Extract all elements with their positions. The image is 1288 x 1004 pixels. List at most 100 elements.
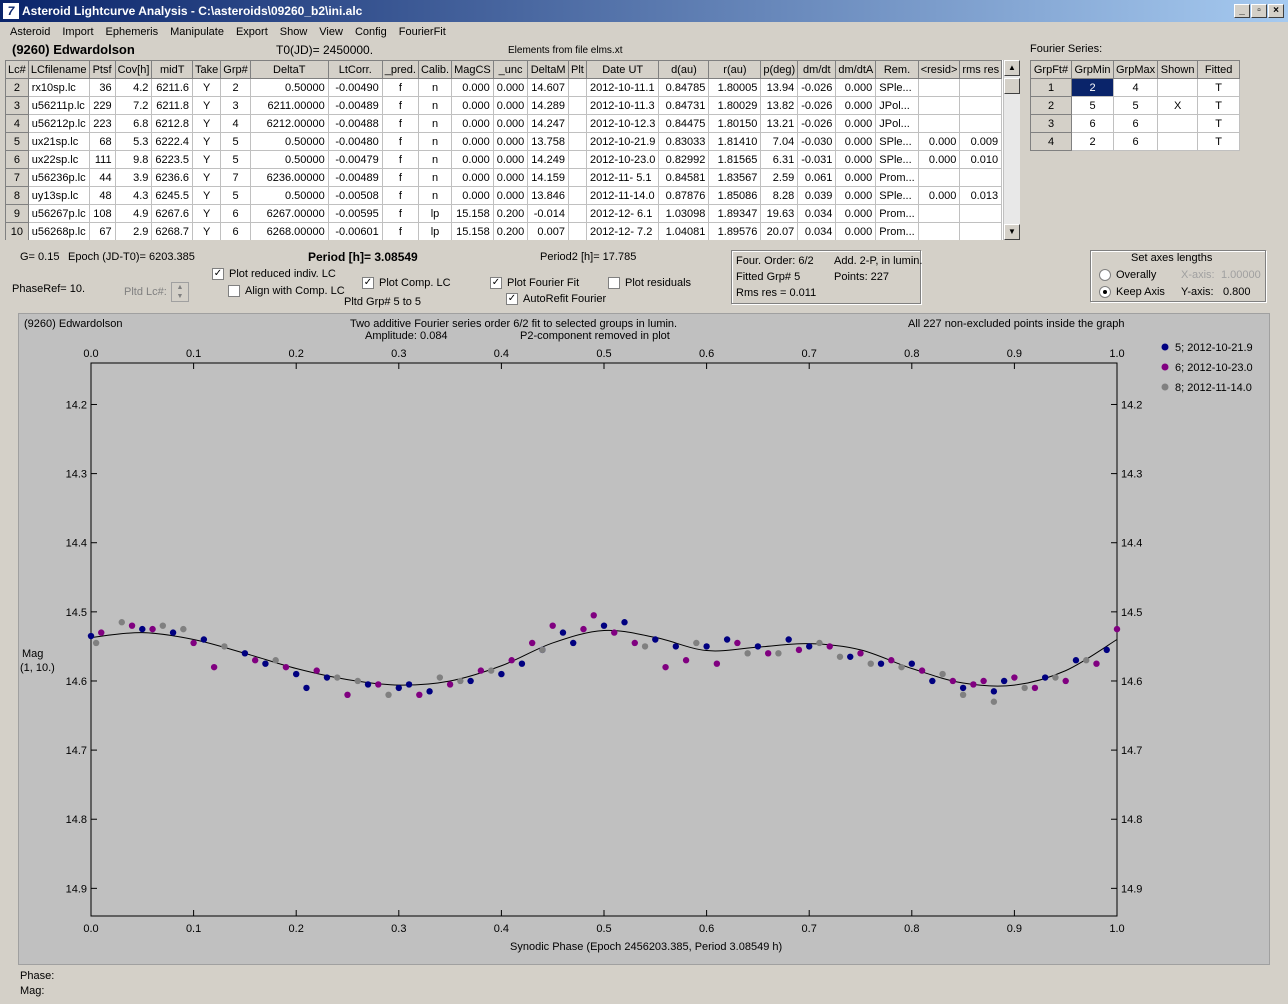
data-point[interactable]	[580, 625, 587, 633]
lc-cell[interactable]: 0.000	[835, 78, 877, 97]
data-point[interactable]	[508, 657, 515, 664]
lc-cell[interactable]: f	[381, 78, 419, 97]
lc-cell[interactable]: 0.000	[492, 150, 529, 169]
menu-ephemeris[interactable]: Ephemeris	[105, 26, 159, 38]
lc-cell[interactable]: f	[381, 204, 419, 223]
lc-cell[interactable]: -0.026	[797, 78, 837, 97]
lc-cell[interactable]: SPle...	[875, 78, 919, 97]
data-point[interactable]	[621, 619, 628, 626]
lc-cell[interactable]: 2012-10-23.0	[585, 150, 660, 169]
lc-cell[interactable]: 0.010	[959, 150, 1003, 169]
lc-col-header[interactable]: p(deg)	[760, 60, 799, 79]
data-point[interactable]	[416, 691, 423, 698]
lc-cell[interactable]	[959, 168, 1003, 187]
lc-cell[interactable]: 9.8	[114, 150, 153, 169]
lc-cell[interactable]: 13.94	[760, 78, 799, 97]
data-point[interactable]	[918, 667, 926, 674]
scroll-down-button[interactable]: ▼	[1004, 224, 1020, 240]
lc-cell[interactable]: SPle...	[875, 132, 919, 151]
data-point[interactable]	[908, 660, 915, 667]
pltd-lc-spinner[interactable]: ▲ ▼	[171, 282, 189, 302]
lc-cell[interactable]: 14.289	[527, 96, 569, 115]
scroll-thumb[interactable]	[1004, 78, 1020, 94]
lc-table-row[interactable]: 10 u56268p.lc 67 2.9 6268.7 Y 6 6268.00000 -0.00…	[5, 222, 1003, 240]
data-point[interactable]	[713, 660, 721, 667]
lc-cell[interactable]: 0.039	[797, 186, 837, 205]
data-point[interactable]	[190, 639, 197, 647]
fourier-cell[interactable]: 3	[1030, 114, 1072, 133]
lc-cell[interactable]: 0.000	[451, 168, 494, 187]
data-point[interactable]	[703, 643, 710, 650]
data-point[interactable]	[169, 629, 177, 636]
scroll-up-button[interactable]: ▲	[1004, 60, 1020, 76]
lc-cell[interactable]: 6268.00000	[249, 222, 329, 240]
data-point[interactable]	[939, 670, 946, 678]
data-point[interactable]	[836, 653, 844, 660]
lc-cell[interactable]: 0.000	[451, 132, 494, 151]
lc-cell[interactable]: 4.3	[114, 186, 153, 205]
lc-table-row[interactable]: 9 u56267p.lc 108 4.9 6267.6 Y 6 6267.00000 -0.00…	[5, 204, 1003, 223]
lc-col-header[interactable]: Date UT	[585, 60, 660, 79]
lc-cell[interactable]: 0.000	[835, 96, 877, 115]
lc-cell[interactable]: -0.00479	[327, 150, 383, 169]
lc-cell[interactable]: 0.50000	[249, 132, 329, 151]
fourier-cell[interactable]: 4	[1112, 78, 1159, 97]
lc-cell[interactable]: n	[417, 132, 453, 151]
lc-cell[interactable]: 2	[5, 78, 29, 97]
data-point[interactable]	[682, 657, 690, 664]
lightcurve-chart[interactable]: 0.0 0.0 0.1 0.1 0.2 0.2 0.3 0.3 0.4 0.4 0.5 0.5 0.6 0…	[19, 314, 1269, 964]
menu-view[interactable]: View	[319, 26, 343, 38]
lc-cell[interactable]: 6222.4	[151, 132, 194, 151]
lc-col-header[interactable]: Cov[h]	[114, 60, 153, 79]
lc-cell[interactable]: 19.63	[760, 204, 799, 223]
lc-cell[interactable]	[917, 114, 961, 133]
lc-cell[interactable]: 2	[220, 78, 251, 97]
lc-cell[interactable]	[567, 168, 587, 187]
data-point[interactable]	[672, 643, 680, 650]
lc-cell[interactable]: 0.034	[797, 222, 837, 240]
close-button[interactable]: ×	[1268, 4, 1284, 18]
data-point[interactable]	[1062, 677, 1069, 685]
lc-cell[interactable]: 2012-12- 6.1	[585, 204, 660, 223]
lc-cell[interactable]	[959, 204, 1003, 223]
lc-cell[interactable]: -0.00480	[327, 132, 383, 151]
data-point[interactable]	[210, 663, 218, 671]
lc-cell[interactable]: 6212.8	[151, 114, 194, 133]
lc-cell[interactable]: lp	[417, 204, 453, 223]
menu-export[interactable]: Export	[235, 26, 268, 38]
data-point[interactable]	[816, 639, 823, 647]
lc-cell[interactable]: 6.8	[114, 114, 153, 133]
lc-col-header[interactable]: r(au)	[708, 60, 762, 79]
data-point[interactable]	[303, 684, 310, 692]
checkbox-check-icon[interactable]: ✓	[362, 277, 374, 290]
lc-cell[interactable]: f	[381, 114, 419, 133]
lc-cell[interactable]: 5.3	[114, 132, 153, 151]
data-point[interactable]	[857, 650, 864, 657]
data-point[interactable]	[570, 639, 577, 647]
lc-table-row[interactable]: 5 ux21sp.lc 68 5.3 6222.4 Y 5 0.50000 -0.00480 f n…	[5, 132, 1003, 151]
radio-off-icon[interactable]	[1099, 269, 1111, 282]
lc-cell[interactable]: 0.000	[492, 114, 529, 133]
lc-cell[interactable]: 0.000	[451, 150, 494, 169]
fourier-cell[interactable]	[1157, 132, 1199, 151]
lc-cell[interactable]	[959, 114, 1003, 133]
align-comp-checkbox[interactable]: Align with Comp. LC	[228, 285, 345, 298]
lc-cell[interactable]: 6.31	[760, 150, 799, 169]
lc-cell[interactable]: u56267p.lc	[27, 204, 90, 223]
lc-col-header[interactable]: dm/dtA	[835, 60, 877, 79]
checkbox-check-icon[interactable]: ✓	[212, 268, 224, 281]
lc-cell[interactable]: 0.000	[835, 168, 877, 187]
lc-cell[interactable]: 0.000	[451, 78, 494, 97]
lc-cell[interactable]: 10	[5, 222, 29, 240]
data-point[interactable]	[1083, 657, 1090, 664]
lc-cell[interactable]: 2.9	[114, 222, 153, 240]
lc-col-header[interactable]: d(au)	[658, 60, 710, 79]
data-point[interactable]	[1031, 684, 1039, 692]
fourier-cell[interactable]: T	[1197, 132, 1241, 151]
lc-cell[interactable]: 15.158	[451, 204, 494, 223]
fourier-cell[interactable]: 5	[1071, 96, 1114, 115]
lc-cell[interactable]: n	[417, 150, 453, 169]
plot-comp-checkbox[interactable]: ✓ Plot Comp. LC	[362, 277, 451, 290]
lc-cell[interactable]: SPle...	[875, 150, 919, 169]
